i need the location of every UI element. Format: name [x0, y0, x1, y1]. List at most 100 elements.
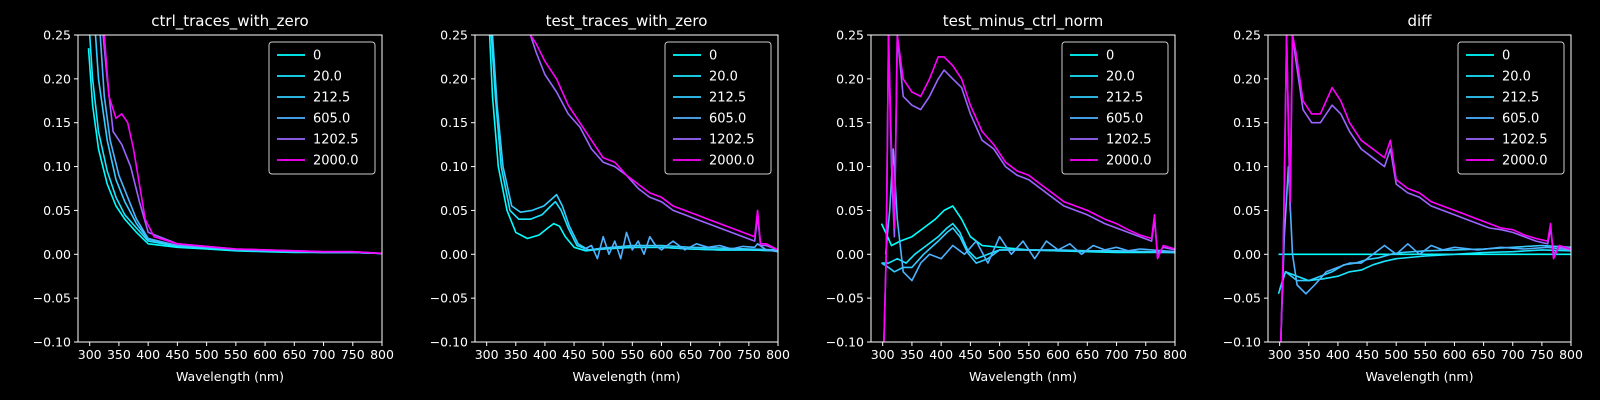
- x-tick-label: 750: [737, 347, 761, 362]
- legend-entry: 20.0: [1106, 70, 1135, 85]
- legend-entry: 212.5: [1502, 91, 1539, 106]
- x-tick-label: 700: [1501, 347, 1525, 362]
- x-tick-label: 300: [1268, 347, 1292, 362]
- legend: 0 20.0 212.5 605.0 1202.5 2000.0: [268, 41, 376, 175]
- legend-box: [1061, 41, 1169, 175]
- series-line-212.5: [1278, 244, 1571, 290]
- x-tick-label: 800: [370, 347, 394, 362]
- x-tick-label: 750: [1134, 347, 1158, 362]
- chart-panel-2: 300 350 400 450 500 550 600 650 700 750 800 −0.10 −0…: [430, 12, 790, 384]
- x-tick-label: 400: [136, 347, 160, 362]
- chart-title: diff: [1407, 12, 1432, 30]
- y-tick-label: 0.15: [836, 115, 864, 130]
- legend: 0 20.0 212.5 605.0 1202.5 2000.0: [664, 41, 772, 175]
- y-tick-label: 0.10: [43, 159, 71, 174]
- legend-box: [664, 41, 772, 175]
- series-group: [488, 35, 778, 260]
- legend-entry: 1202.5: [709, 133, 755, 148]
- x-tick-label: 800: [1163, 347, 1187, 362]
- series-line-2000.0: [103, 35, 382, 255]
- legend-entry: 0: [709, 49, 717, 64]
- series-line-605.0: [582, 231, 778, 260]
- x-axis-label: Wavelength (nm): [176, 369, 284, 384]
- legend-entry: 1202.5: [313, 133, 359, 148]
- y-tick-label: 0.05: [440, 203, 468, 218]
- legend-entry: 2000.0: [1502, 154, 1548, 169]
- y-tick-label: 0.20: [836, 71, 864, 86]
- legend-entry: 605.0: [709, 112, 746, 127]
- y-tick-label: 0.10: [1233, 159, 1261, 174]
- series-line-1202.5: [883, 35, 1175, 342]
- x-axis-label: Wavelength (nm): [573, 369, 681, 384]
- y-tick-label: 0.05: [43, 203, 71, 218]
- x-tick-label: 550: [620, 347, 644, 362]
- x-tick-label: 750: [1530, 347, 1554, 362]
- legend-entry: 212.5: [313, 91, 350, 106]
- x-tick-label: 300: [475, 347, 499, 362]
- x-tick-label: 700: [1105, 347, 1129, 362]
- legend-box: [1457, 41, 1565, 175]
- x-tick-label: 350: [504, 347, 528, 362]
- x-tick-label: 550: [224, 347, 248, 362]
- y-tick-label: 0.00: [836, 247, 864, 262]
- legend-entry: 1202.5: [1502, 133, 1548, 148]
- x-tick-label: 700: [312, 347, 336, 362]
- series-line-605.0: [884, 148, 1175, 282]
- legend-box: [268, 41, 376, 175]
- legend-entry: 0: [1106, 49, 1114, 64]
- legend-entry: 20.0: [709, 70, 738, 85]
- legend: 0 20.0 212.5 605.0 1202.5 2000.0: [1457, 41, 1565, 175]
- y-tick-label: 0.20: [1233, 71, 1261, 86]
- y-tick-label: 0.20: [440, 71, 468, 86]
- legend-entry: 605.0: [313, 112, 350, 127]
- legend-entry: 212.5: [1106, 91, 1143, 106]
- legend-entry: 2000.0: [313, 154, 359, 169]
- y-tick-label: −0.05: [430, 291, 468, 306]
- series-line-212.5: [491, 35, 778, 251]
- x-tick-label: 650: [282, 347, 306, 362]
- axes-frame: [1267, 34, 1572, 343]
- series-group: [87, 35, 382, 255]
- y-tick-label: −0.10: [1223, 335, 1261, 350]
- axes-frame: [870, 34, 1176, 343]
- legend: 0 20.0 212.5 605.0 1202.5 2000.0: [1061, 41, 1169, 175]
- series-line-2000.0: [1280, 35, 1571, 342]
- y-tick-label: 0.25: [43, 28, 71, 43]
- x-tick-label: 800: [766, 347, 790, 362]
- x-tick-label: 300: [871, 347, 895, 362]
- x-tick-label: 750: [341, 347, 365, 362]
- series-line-605.0: [99, 35, 382, 255]
- y-tick-label: 0.05: [1233, 203, 1261, 218]
- legend-entry: 212.5: [709, 91, 746, 106]
- axes-frame: [77, 34, 383, 343]
- y-tick-label: 0.10: [836, 159, 864, 174]
- y-tick-label: 0.25: [440, 28, 468, 43]
- axes-frame: [474, 34, 779, 343]
- y-tick-label: 0.00: [440, 247, 468, 262]
- y-tick-label: 0.20: [43, 71, 71, 86]
- x-tick-label: 450: [165, 347, 189, 362]
- y-tick-label: 0.00: [1233, 247, 1261, 262]
- x-axis-label: Wavelength (nm): [969, 369, 1077, 384]
- x-tick-label: 450: [1355, 347, 1379, 362]
- x-tick-label: 300: [78, 347, 102, 362]
- legend-entry: 1202.5: [1106, 133, 1152, 148]
- legend-entry: 605.0: [1106, 112, 1143, 127]
- y-tick-label: 0.25: [836, 28, 864, 43]
- chart-title: test_traces_with_zero: [546, 12, 708, 31]
- x-tick-label: 600: [1443, 347, 1467, 362]
- x-tick-label: 350: [107, 347, 131, 362]
- legend-entry: 0: [313, 49, 321, 64]
- y-tick-label: 0.15: [43, 115, 71, 130]
- x-tick-label: 450: [958, 347, 982, 362]
- y-tick-label: −0.05: [1223, 291, 1261, 306]
- x-tick-label: 350: [1297, 347, 1321, 362]
- series-group: [880, 35, 1175, 342]
- legend-entry: 2000.0: [1106, 154, 1152, 169]
- series-group: [1277, 35, 1571, 342]
- x-tick-label: 400: [1326, 347, 1350, 362]
- x-tick-label: 700: [708, 347, 732, 362]
- series-line-1202.5: [529, 35, 778, 251]
- y-tick-label: −0.10: [33, 335, 71, 350]
- y-tick-label: −0.05: [826, 291, 864, 306]
